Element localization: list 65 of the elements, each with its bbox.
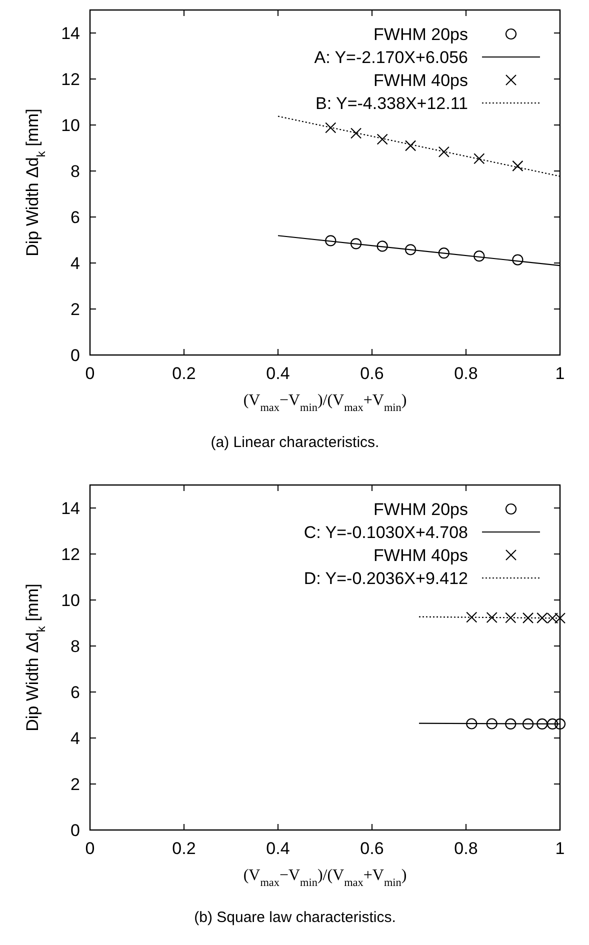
point [350, 238, 362, 250]
point [404, 244, 416, 256]
y-tick-label: 2 [70, 775, 80, 794]
legend-label: A: Y=-2.170X+6.056 [314, 48, 468, 67]
point [466, 612, 478, 623]
text: (b) Square law characteristics. [194, 909, 396, 926]
point [512, 160, 524, 172]
y-tick-label: 4 [70, 729, 80, 748]
y-tick-label: 6 [70, 208, 80, 227]
y-tick-label: 0 [70, 821, 80, 840]
point [522, 718, 534, 730]
x-tick-label: 0.6 [360, 839, 384, 858]
y-tick-label: 0 [70, 346, 80, 365]
point [486, 612, 498, 624]
legend-label: FWHM 40ps [374, 71, 468, 90]
point [466, 718, 478, 730]
text: (V$_{max}$−V$_{min}$)/(V$_{max}$+V$_{min}$) [243, 392, 407, 414]
x-tick-label: 0 [85, 839, 95, 858]
y-tick-label: 2 [70, 300, 80, 319]
point [438, 248, 450, 259]
point [554, 718, 566, 730]
x-tick-label: 0.8 [454, 839, 478, 858]
point [325, 122, 336, 134]
point [546, 718, 558, 730]
point [325, 235, 336, 246]
point [505, 718, 516, 730]
point [512, 254, 524, 266]
y-tick-label: 8 [70, 637, 80, 656]
point [474, 250, 485, 262]
x-tick-label: 0 [85, 364, 95, 383]
point [376, 240, 388, 252]
y-tick-label: 12 [61, 545, 80, 564]
legend-label: B: Y=-4.338X+12.11 [316, 94, 468, 113]
legend-label: D: Y=-0.2036X+9.412 [304, 569, 468, 588]
point [438, 146, 450, 158]
point [536, 718, 548, 730]
x-tick-label: 0.2 [172, 364, 196, 383]
x-tick-label: 0.4 [266, 839, 290, 858]
legend-label: FWHM 40ps [374, 546, 468, 565]
legend-label: FWHM 20ps [374, 500, 468, 519]
text: (V$_{max}$−V$_{min}$)/(V$_{max}$+V$_{min}$) [243, 867, 407, 889]
x-tick-label: 0.2 [172, 839, 196, 858]
y-tick-label: 14 [61, 499, 80, 518]
legend-label: C: Y=-0.1030X+4.708 [304, 523, 468, 542]
y-tick-label: 6 [70, 683, 80, 702]
point [376, 134, 388, 145]
y-tick-label: 4 [70, 254, 80, 273]
y-tick-label: 10 [61, 116, 80, 135]
y-tick-label: 14 [61, 24, 80, 43]
text: (a) Linear characteristics. [210, 434, 380, 451]
point [350, 128, 362, 139]
x-tick-label: 0.4 [266, 364, 290, 383]
x-tick-label: 1 [555, 839, 565, 858]
point [505, 612, 516, 624]
y-tick-label: 12 [61, 70, 80, 89]
x-tick-label: 0.8 [454, 364, 478, 383]
point [474, 153, 485, 164]
y-tick-label: 8 [70, 162, 80, 181]
legend-label: FWHM 20ps [374, 25, 468, 44]
point [404, 140, 416, 152]
point [486, 718, 498, 730]
y-tick-label: 10 [61, 591, 80, 610]
x-tick-label: 1 [555, 364, 565, 383]
point [522, 612, 534, 624]
x-tick-label: 0.6 [360, 364, 384, 383]
